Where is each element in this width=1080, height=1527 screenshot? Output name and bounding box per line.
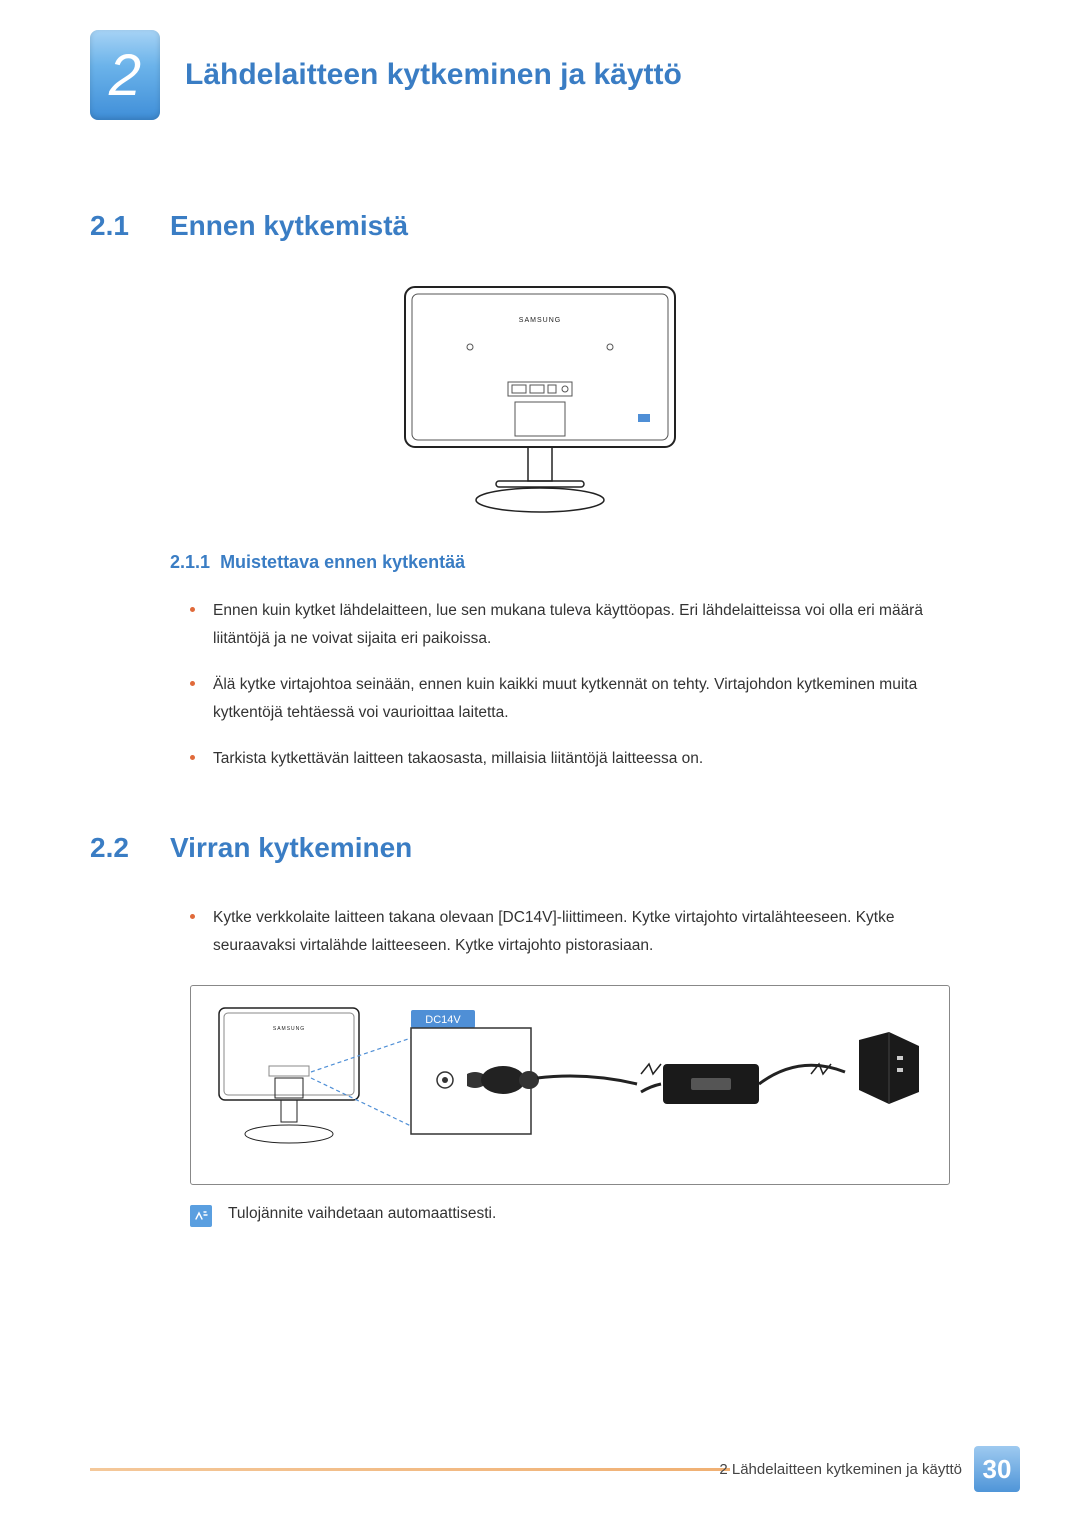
bullet-icon: [190, 681, 195, 686]
subsection-2-1-1-heading: 2.1.1 Muistettava ennen kytkentää: [170, 552, 990, 573]
monitor-back-figure: SAMSUNG: [90, 282, 990, 522]
power-connection-figure: SAMSUNG DC14V: [190, 985, 950, 1185]
subsection-number: 2.1.1: [170, 552, 210, 572]
page-number: 30: [974, 1446, 1020, 1492]
section-number: 2.2: [90, 832, 170, 864]
note-text: Tulojännite vaihdetaan automaattisesti.: [228, 1205, 496, 1223]
bullet-icon: [190, 914, 195, 919]
footer-text: 2 Lähdelaitteen kytkeminen ja käyttö: [719, 1461, 962, 1478]
note-icon: [190, 1205, 212, 1227]
svg-text:SAMSUNG: SAMSUNG: [273, 1026, 305, 1032]
bullet-icon: [190, 755, 195, 760]
bullet-text: Tarkista kytkettävän laitteen takaosasta…: [213, 745, 703, 773]
chapter-number: 2: [109, 42, 141, 109]
list-item: Ennen kuin kytket lähdelaitteen, lue sen…: [190, 597, 970, 653]
section-title: Ennen kytkemistä: [170, 210, 408, 241]
section-number: 2.1: [90, 210, 170, 242]
monitor-brand-label: SAMSUNG: [519, 317, 561, 324]
page-footer: 2 Lähdelaitteen kytkeminen ja käyttö 30: [0, 1446, 1080, 1492]
list-item: Älä kytke virtajohtoa seinään, ennen kui…: [190, 671, 970, 727]
list-item: Tarkista kytkettävän laitteen takaosasta…: [190, 745, 970, 773]
power-connection-illustration: SAMSUNG DC14V: [211, 1004, 931, 1164]
bullet-text: Ennen kuin kytket lähdelaitteen, lue sen…: [213, 597, 970, 653]
section-2-1-heading: 2.1Ennen kytkemistä: [90, 210, 990, 242]
note-row: Tulojännite vaihdetaan automaattisesti.: [190, 1205, 990, 1227]
bullet-icon: [190, 607, 195, 612]
section-2-2-heading: 2.2Virran kytkeminen: [90, 832, 990, 864]
chapter-header: 2 Lähdelaitteen kytkeminen ja käyttö: [90, 30, 990, 120]
chapter-number-badge: 2: [90, 30, 160, 120]
subsection-2-1-1-bullets: Ennen kuin kytket lähdelaitteen, lue sen…: [190, 597, 970, 772]
port-label: DC14V: [425, 1014, 461, 1026]
subsection-title: Muistettava ennen kytkentää: [220, 552, 465, 572]
section-title: Virran kytkeminen: [170, 832, 412, 863]
bullet-text: Kytke verkkolaite laitteen takana olevaa…: [213, 904, 970, 960]
section-2-2-bullets: Kytke verkkolaite laitteen takana olevaa…: [190, 904, 970, 960]
list-item: Kytke verkkolaite laitteen takana olevaa…: [190, 904, 970, 960]
monitor-back-illustration: SAMSUNG: [400, 282, 680, 522]
chapter-title: Lähdelaitteen kytkeminen ja käyttö: [185, 58, 682, 92]
page: 2 Lähdelaitteen kytkeminen ja käyttö 2.1…: [0, 0, 1080, 1527]
bullet-text: Älä kytke virtajohtoa seinään, ennen kui…: [213, 671, 970, 727]
